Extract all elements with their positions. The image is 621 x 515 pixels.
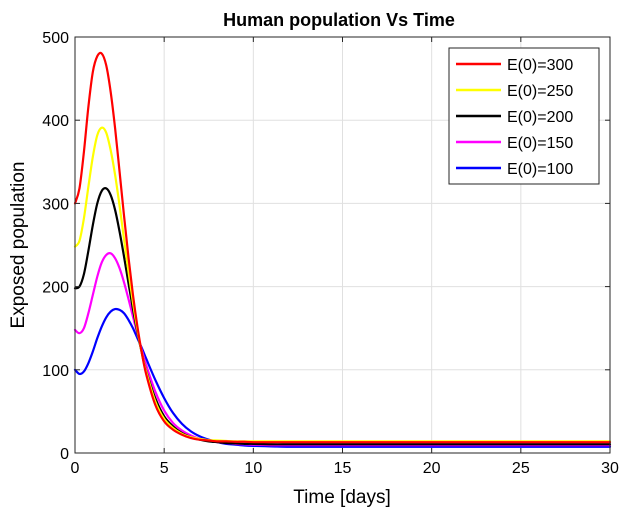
legend-label: E(0)=300 bbox=[507, 57, 573, 74]
y-tick-label: 300 bbox=[42, 196, 69, 213]
y-axis-label: Exposed population bbox=[8, 162, 29, 329]
legend-label: E(0)=150 bbox=[507, 135, 573, 152]
legend-label: E(0)=250 bbox=[507, 83, 573, 100]
chart-title: Human population Vs Time bbox=[223, 10, 455, 30]
x-tick-label: 10 bbox=[244, 460, 262, 477]
x-tick-label: 30 bbox=[601, 460, 619, 477]
series-line bbox=[73, 187, 612, 446]
y-tick-label: 200 bbox=[42, 280, 69, 297]
legend: E(0)=300 E(0)=250 E(0)=200 E(0)=150 E(0)=100 bbox=[448, 47, 600, 185]
y-tick-label: 0 bbox=[60, 446, 69, 463]
x-axis-label: Time [days] bbox=[293, 487, 391, 508]
series-lines bbox=[73, 51, 612, 448]
legend-label: E(0)=200 bbox=[507, 109, 573, 126]
series-line bbox=[73, 307, 612, 448]
x-tick-label: 20 bbox=[423, 460, 441, 477]
series-line bbox=[73, 51, 612, 444]
y-tick-label: 500 bbox=[42, 30, 69, 47]
x-tick-label: 5 bbox=[160, 460, 169, 477]
y-tick-label: 100 bbox=[42, 363, 69, 380]
legend-label: E(0)=100 bbox=[507, 161, 573, 178]
y-tick-label: 400 bbox=[42, 113, 69, 130]
x-tick-label: 25 bbox=[512, 460, 530, 477]
x-tick-label: 0 bbox=[71, 460, 80, 477]
x-tick-labels: 0 5 10 15 20 25 30 bbox=[71, 460, 619, 477]
axis-ticks bbox=[74, 36, 611, 454]
y-tick-labels: 0 100 200 300 400 500 bbox=[42, 30, 69, 463]
x-tick-label: 15 bbox=[334, 460, 352, 477]
